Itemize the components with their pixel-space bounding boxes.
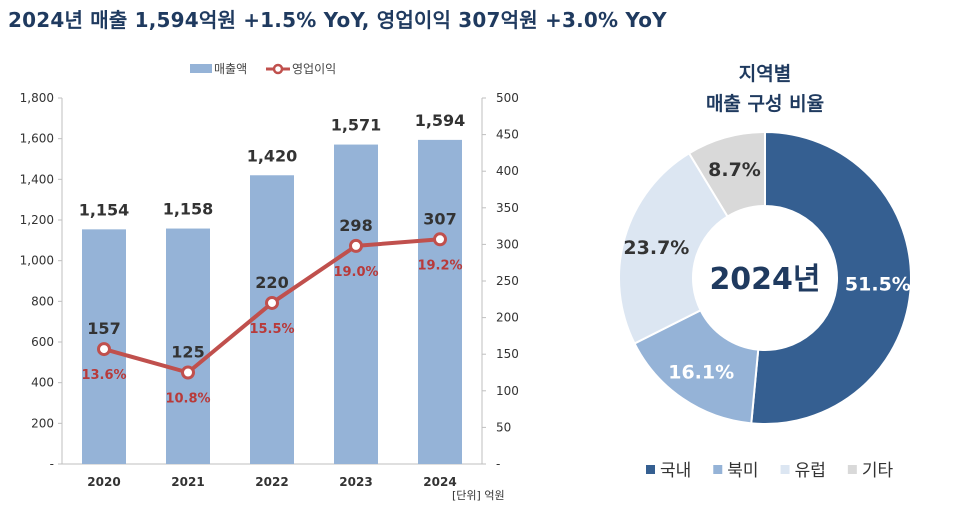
right-tick-label: 50 xyxy=(496,420,511,434)
donut-slice-label: 16.1% xyxy=(668,361,734,383)
donut-legend-swatch xyxy=(646,465,655,474)
right-tick-label: 200 xyxy=(496,311,519,325)
operating-margin-label: 13.6% xyxy=(81,368,126,383)
left-tick-label: - xyxy=(50,457,54,471)
unit-note: [단위] 억원 xyxy=(452,489,505,502)
donut-legend-swatch xyxy=(713,465,723,474)
right-tick-label: 300 xyxy=(496,237,519,251)
operating-profit-point xyxy=(97,342,111,357)
operating-profit-point xyxy=(265,295,279,310)
left-tick-label: 400 xyxy=(31,376,54,390)
donut-legend-label: 북미 xyxy=(727,461,758,481)
right-tick-label: 450 xyxy=(496,128,519,142)
operating-margin-label: 15.5% xyxy=(249,322,294,337)
left-tick-label: 1,600 xyxy=(20,132,54,146)
donut-legend-label: 국내 xyxy=(660,461,691,481)
operating-profit-point xyxy=(433,232,447,247)
donut-slice-label: 8.7% xyxy=(708,159,761,181)
right-tick-label: 500 xyxy=(496,91,519,105)
right-tick-label: 400 xyxy=(496,164,519,178)
x-tick-label: 2021 xyxy=(171,475,204,489)
operating-profit-label: 157 xyxy=(87,319,120,338)
right-tick-label: 350 xyxy=(496,201,519,215)
revenue-value-label: 1,571 xyxy=(331,116,382,135)
operating-margin-label: 10.8% xyxy=(165,392,210,407)
donut-slice xyxy=(750,130,912,425)
operating-profit-point xyxy=(181,365,195,380)
operating-profit-label: 220 xyxy=(255,273,288,292)
x-tick-label: 2020 xyxy=(87,475,120,489)
revenue-value-label: 1,420 xyxy=(247,146,298,165)
operating-profit-label: 298 xyxy=(339,216,372,235)
left-tick-label: 1,800 xyxy=(20,91,54,105)
right-tick-label: 100 xyxy=(496,384,519,398)
donut-title-line-1: 지역별 xyxy=(739,63,791,85)
legend-profit-label: 영업이익 xyxy=(292,62,336,76)
donut-slice-label: 51.5% xyxy=(845,273,911,295)
donut-slice xyxy=(618,151,729,345)
x-tick-label: 2024 xyxy=(423,475,456,489)
right-tick-label: 150 xyxy=(496,347,519,361)
donut-slice xyxy=(687,130,766,218)
donut-slice-label: 23.7% xyxy=(623,237,689,259)
revenue-value-label: 1,594 xyxy=(415,111,466,130)
revenue-value-label: 1,154 xyxy=(79,200,130,219)
donut-legend-label: 기타 xyxy=(862,461,894,481)
operating-margin-label: 19.2% xyxy=(417,258,462,273)
revenue-bar xyxy=(166,228,210,464)
revenue-bar xyxy=(250,175,294,464)
right-tick-label: - xyxy=(496,457,500,471)
operating-profit-point xyxy=(349,238,363,253)
donut-legend-label: 유럽 xyxy=(795,461,826,481)
left-tick-label: 1,400 xyxy=(20,172,54,186)
operating-profit-label: 307 xyxy=(423,209,456,228)
revenue-bar xyxy=(418,139,462,465)
left-tick-label: 600 xyxy=(31,335,54,349)
revenue-value-label: 1,158 xyxy=(163,200,214,219)
page-headline: 2024년 매출 1,594억원 +1.5% YoY, 영업이익 307억원 +… xyxy=(8,8,667,32)
legend-revenue-label: 매출액 xyxy=(214,62,247,76)
donut-legend-swatch xyxy=(847,465,857,474)
operating-profit-label: 125 xyxy=(171,343,204,362)
operating-margin-label: 19.0% xyxy=(333,265,378,280)
left-tick-label: 800 xyxy=(31,294,54,308)
left-tick-label: 200 xyxy=(31,416,54,430)
legend-profit-marker xyxy=(272,63,284,75)
x-tick-label: 2022 xyxy=(255,475,288,489)
revenue-bar xyxy=(334,144,378,464)
left-tick-label: 1,200 xyxy=(20,213,54,227)
donut-center-text: 2024년 xyxy=(709,262,820,297)
legend-revenue-swatch xyxy=(190,64,212,73)
donut-title-line-2: 매출 구성 비율 xyxy=(706,93,824,115)
left-tick-label: 1,000 xyxy=(20,254,54,268)
donut-legend-swatch xyxy=(780,465,790,474)
right-tick-label: 250 xyxy=(496,274,519,288)
x-tick-label: 2023 xyxy=(339,475,372,489)
